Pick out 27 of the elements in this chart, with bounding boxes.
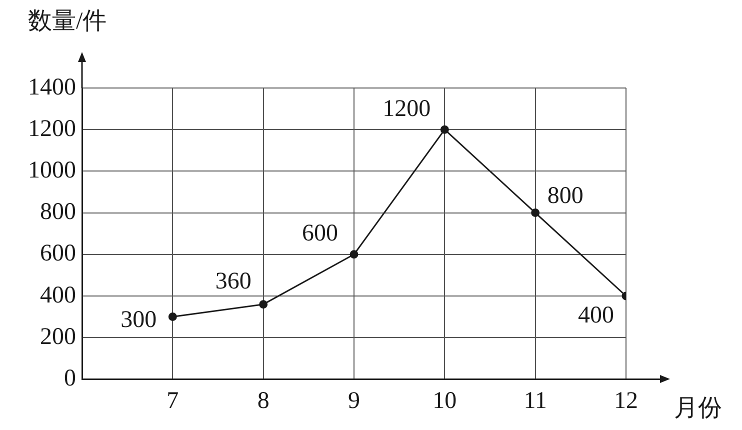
data-label: 800	[547, 183, 584, 210]
data-label: 360	[215, 268, 252, 295]
x-axis-title: 月份	[674, 395, 722, 422]
y-tick-label: 1200	[28, 116, 76, 142]
x-tick-label: 12	[614, 388, 638, 414]
data-label: 600	[302, 220, 338, 247]
data-label: 400	[578, 302, 614, 328]
y-tick-label: 800	[40, 199, 76, 226]
point	[440, 125, 449, 134]
x-tick-label: 8	[257, 388, 270, 414]
x-tick-label: 9	[348, 388, 360, 414]
point	[531, 208, 540, 218]
point	[350, 250, 358, 259]
y-tick-label: 1400	[28, 74, 76, 100]
x-tick-label: 7	[166, 388, 179, 414]
y-tick-label: 0	[64, 365, 76, 392]
y-tick-label: 1000	[28, 157, 76, 184]
x-tick-label: 10	[432, 388, 457, 414]
y-tick-label: 600	[40, 240, 76, 267]
y-axis-title: 数量/件	[28, 8, 107, 34]
y-tick-label: 400	[40, 282, 76, 308]
point	[259, 300, 268, 309]
data-label: 300	[120, 307, 157, 334]
x-tick-label: 11	[524, 388, 547, 414]
data-label: 1200	[382, 96, 431, 122]
y-tick-label: 200	[40, 324, 76, 350]
point	[168, 312, 177, 322]
